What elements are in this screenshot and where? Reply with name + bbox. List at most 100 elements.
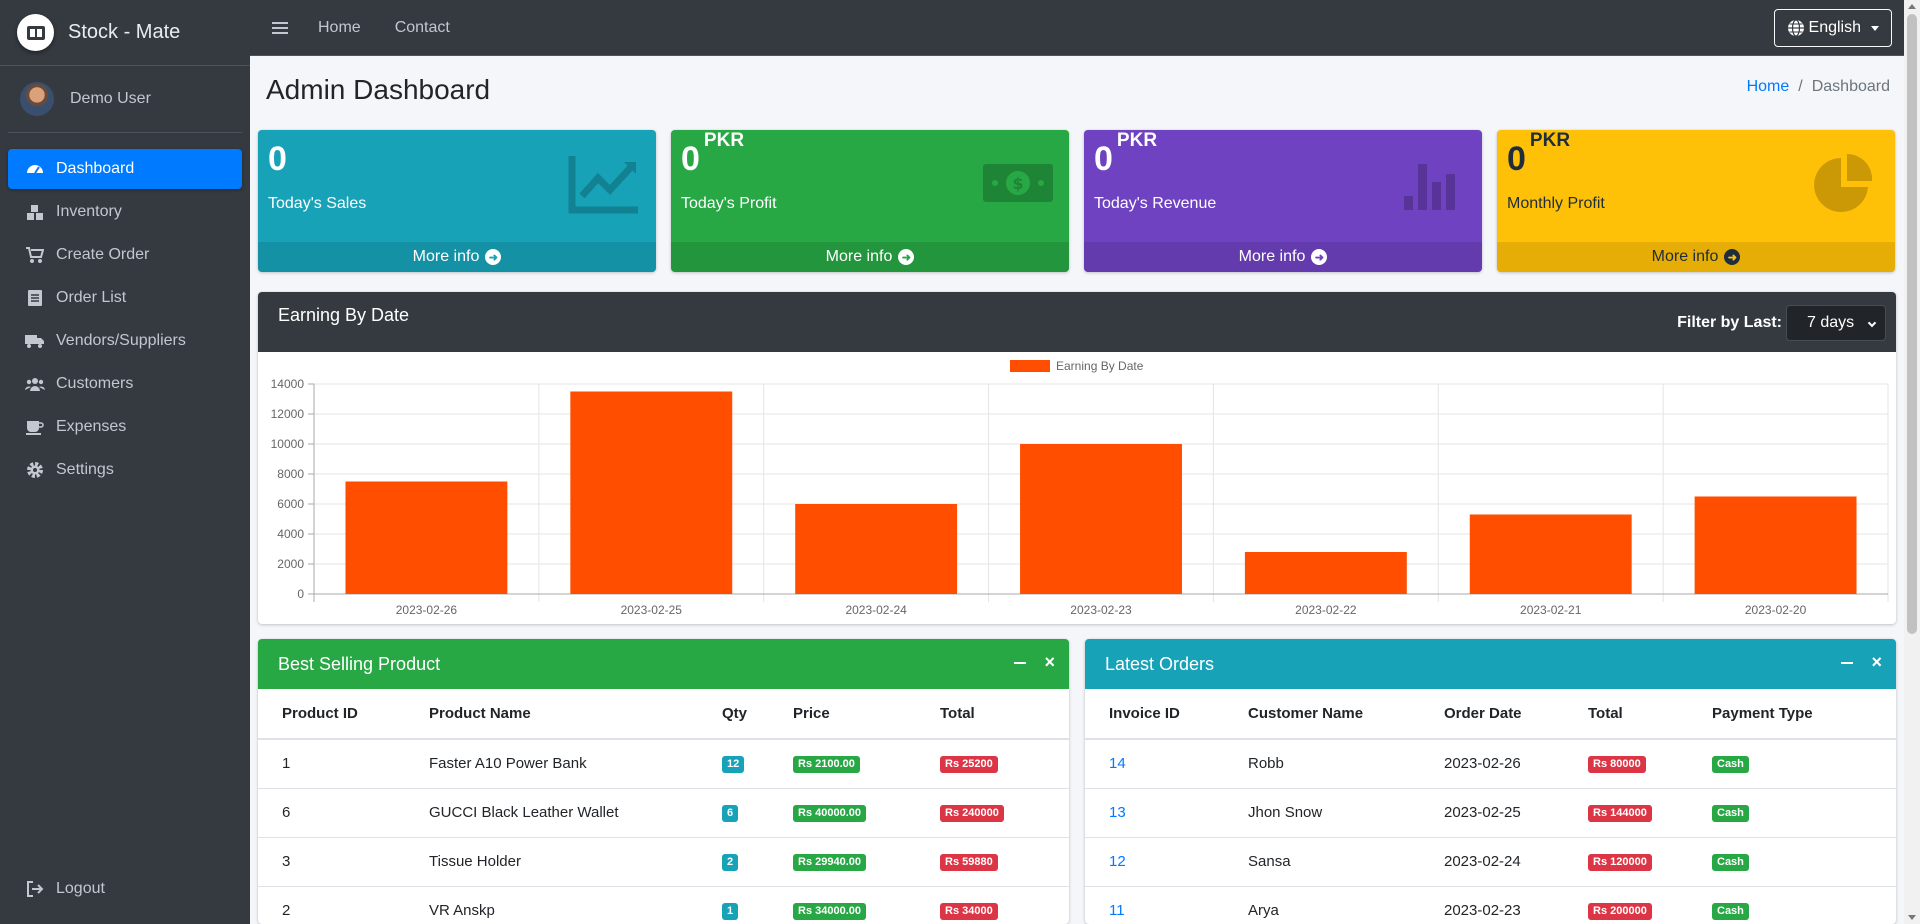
bar-2023-02-23	[1020, 444, 1182, 594]
payment-badge: Cash	[1712, 854, 1749, 871]
order-date: 2023-02-26	[1420, 739, 1564, 789]
y-tick-label: 12000	[271, 407, 305, 421]
card-tools: ×	[1841, 652, 1882, 672]
y-tick-label: 0	[297, 587, 304, 601]
pie-chart-icon	[1814, 153, 1873, 212]
sidebar-item-order-list[interactable]: Order List	[8, 278, 242, 318]
total-badge: Rs 240000	[940, 805, 1004, 822]
scroll-down-arrow-icon[interactable]	[1908, 915, 1916, 920]
payment-badge: Cash	[1712, 805, 1749, 822]
bar-chart-icon	[1404, 164, 1455, 210]
card-title: Earning By Date	[278, 305, 410, 325]
product-name: Faster A10 Power Bank	[405, 739, 698, 789]
total-badge: Rs 80000	[1588, 756, 1646, 774]
nav-contact-link[interactable]: Contact	[394, 18, 450, 36]
logout-button[interactable]: Logout	[8, 869, 105, 909]
scroll-thumb[interactable]	[1907, 14, 1917, 634]
more-info-link[interactable]: More info ➜	[1084, 242, 1482, 272]
stat-label: Today's Revenue	[1094, 195, 1217, 212]
order-date: 2023-02-25	[1420, 788, 1564, 838]
close-icon[interactable]: ×	[1044, 652, 1055, 672]
minimize-icon[interactable]	[1841, 662, 1854, 664]
main-content: Admin Dashboard Home / Dashboard 0 Today's…	[250, 56, 1904, 924]
close-icon[interactable]: ×	[1871, 652, 1882, 672]
sidebar-item-label: Expenses	[56, 418, 127, 435]
stat-label: Monthly Profit	[1507, 195, 1605, 212]
sidebar-item-customers[interactable]: Customers	[8, 364, 242, 404]
qty-badge: 1	[722, 903, 739, 920]
brand-logo-icon	[17, 14, 54, 51]
price-badge: Rs 29940.00	[793, 854, 866, 871]
sidebar-item-dashboard[interactable]: Dashboard	[8, 149, 242, 189]
bar-2023-02-21	[1469, 514, 1632, 594]
legend-label: Earning By Date	[1056, 359, 1144, 373]
card-title: Best Selling Product	[278, 653, 441, 674]
sidebar-item-label: Settings	[56, 461, 114, 478]
total-badge: Rs 200000	[1588, 903, 1652, 920]
page-title: Admin Dashboard	[266, 74, 491, 105]
logout-label: Logout	[56, 880, 105, 897]
user-name[interactable]: Demo User	[70, 90, 151, 107]
column-header: Order Date	[1420, 689, 1564, 740]
total-badge: Rs 34000	[940, 903, 998, 920]
speedometer-icon	[24, 158, 46, 180]
brand-name: Stock - Mate	[68, 21, 181, 43]
minimize-icon[interactable]	[1014, 662, 1027, 664]
arrow-circle-right-icon: ➜	[898, 249, 915, 265]
sidebar-item-vendors[interactable]: Vendors/Suppliers	[8, 321, 242, 361]
invoice-link[interactable]: 11	[1109, 902, 1125, 919]
sidebar-item-inventory[interactable]: Inventory	[8, 192, 242, 232]
card-header: Earning By Date Filter by Last: 7 days	[258, 292, 1896, 352]
list-icon	[24, 287, 46, 309]
card-header: Latest Orders ×	[1085, 639, 1896, 689]
invoice-link[interactable]: 13	[1109, 804, 1126, 821]
price-badge: Rs 2100.00	[793, 756, 860, 774]
sidebar-item-expenses[interactable]: Expenses	[8, 407, 242, 447]
invoice-link[interactable]: 12	[1109, 853, 1126, 870]
y-tick-label: 8000	[277, 467, 304, 481]
sidebar-item-create-order[interactable]: Create Order	[8, 235, 242, 275]
sidebar-item-settings[interactable]: Settings	[8, 450, 242, 490]
y-tick-label: 2000	[277, 557, 304, 571]
arrow-circle-right-icon: ➜	[1311, 249, 1328, 265]
table-row: 2 VR Anskp 1 Rs 34000.00 Rs 34000	[258, 886, 1069, 924]
y-tick-label: 10000	[271, 437, 305, 451]
column-header: Product Name	[405, 689, 698, 740]
bar-2023-02-22	[1244, 552, 1407, 594]
invoice-link[interactable]: 14	[1109, 755, 1126, 773]
stat-box-todays-sales: 0 Today's Sales More info ➜	[258, 130, 656, 272]
product-name: Tissue Holder	[405, 837, 698, 887]
earning-bar-chart: Earning By Date 0 2000 4000 6000 8000 10000 120…	[271, 359, 1889, 617]
stat-box-monthly-profit: 0 PKR Monthly Profit More info ➜	[1497, 130, 1895, 272]
scroll-up-arrow-icon[interactable]	[1908, 4, 1916, 9]
language-dropdown[interactable]: English	[1773, 9, 1892, 47]
page-scrollbar[interactable]	[1904, 0, 1920, 924]
legend-swatch	[1010, 360, 1050, 372]
customer-name: Robb	[1224, 739, 1420, 789]
more-info-link[interactable]: More info ➜	[671, 242, 1069, 272]
brand-link[interactable]: Stock - Mate	[0, 0, 250, 66]
table-header-row: Product ID Product Name Qty Price Total	[258, 689, 1069, 740]
stat-value: 0 PKR	[1507, 130, 1571, 178]
total-badge: Rs 25200	[940, 756, 998, 774]
column-header: Qty	[698, 689, 769, 740]
best-selling-table: Product ID Product Name Qty Price Total …	[258, 689, 1069, 924]
stat-label: Today's Sales	[268, 195, 367, 212]
breadcrumb-home-link[interactable]: Home	[1746, 78, 1790, 95]
filter-value: 7 days	[1807, 314, 1855, 331]
latest-orders-card: Latest Orders × Invoice ID Customer Name…	[1085, 639, 1896, 924]
sidebar-item-label: Vendors/Suppliers	[56, 332, 186, 349]
filter-select[interactable]: 7 days	[1786, 305, 1886, 341]
more-info-link[interactable]: More info ➜	[258, 242, 656, 272]
sidebar-nav: Dashboard Inventory Create Order Order L…	[0, 149, 250, 490]
sidebar-item-label: Order List	[56, 289, 127, 306]
product-name: GUCCI Black Leather Wallet	[405, 788, 698, 838]
nav-home-link[interactable]: Home	[318, 18, 361, 36]
column-header: Product ID	[258, 689, 405, 740]
more-info-link[interactable]: More info ➜	[1497, 242, 1895, 272]
hamburger-menu-icon[interactable]	[272, 21, 288, 34]
bar-2023-02-20	[1694, 496, 1857, 594]
sign-out-icon	[24, 878, 46, 900]
user-panel[interactable]: Demo User	[8, 66, 242, 133]
total-badge: Rs 144000	[1588, 805, 1652, 822]
